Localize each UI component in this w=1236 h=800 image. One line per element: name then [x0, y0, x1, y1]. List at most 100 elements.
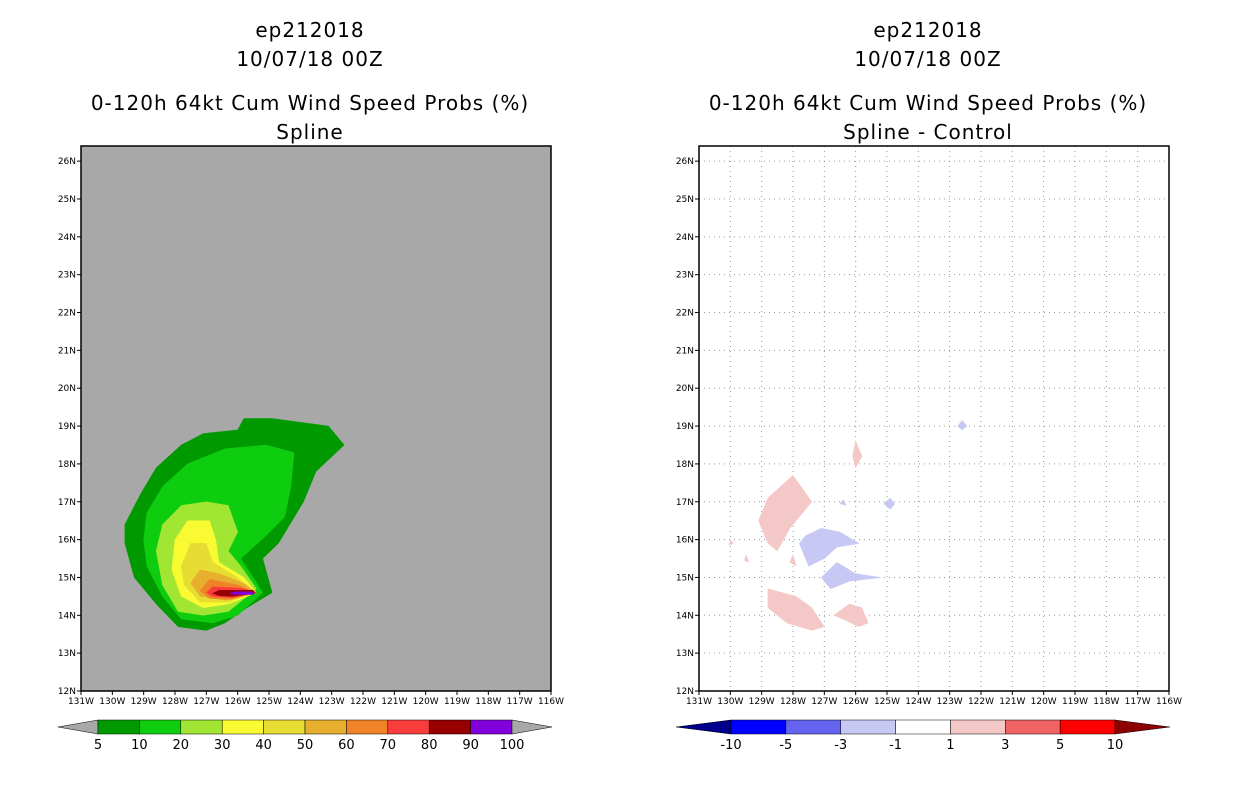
plot-frame [698, 145, 1170, 692]
y-tick-label: 20N [676, 384, 694, 394]
left-date: 10/07/18 00Z [236, 47, 384, 71]
y-tick-label: 13N [676, 649, 694, 659]
colorbar-label: 1 [946, 738, 954, 753]
x-tick-label: 119W [444, 697, 470, 707]
colorbar-segment [139, 719, 182, 735]
x-tick-label: 121W [999, 697, 1025, 707]
colorbar-label: 10 [1107, 738, 1124, 753]
colorbar-label: 20 [173, 738, 190, 753]
right-storm-id: ep212018 [873, 18, 983, 42]
y-tick-label: 12N [58, 687, 76, 697]
colorbar-label: 40 [255, 738, 272, 753]
x-tick-label: 117W [1125, 697, 1151, 707]
colorbar-segment [840, 719, 896, 735]
x-tick-label: 120W [1031, 697, 1057, 707]
x-tick-label: 122W [350, 697, 376, 707]
colorbar-label: 70 [380, 738, 397, 753]
y-tick-label: 15N [676, 573, 694, 583]
y-tick-label: 25N [676, 195, 694, 205]
contour-region-1-to-3 [789, 554, 797, 567]
contour-region-1-to-3 [744, 554, 750, 563]
y-tick-label: 16N [676, 536, 694, 546]
y-tick-label: 21N [58, 346, 76, 356]
colorbar-label: 80 [421, 738, 438, 753]
colorbar-segment [428, 719, 471, 735]
y-tick-label: 16N [58, 536, 76, 546]
x-tick-label: 128W [162, 697, 188, 707]
y-tick-label: 25N [58, 195, 76, 205]
colorbar-segment [180, 719, 223, 735]
colorbar-segment [895, 719, 951, 735]
y-tick-label: 20N [58, 384, 76, 394]
contour-region--3-to--1 [957, 420, 968, 431]
y-tick-label: 23N [58, 271, 76, 281]
contour-region--3-to--1 [839, 499, 847, 506]
x-tick-label: 128W [780, 697, 806, 707]
colorbar-high-arrow [1114, 719, 1171, 735]
contour-region-1-to-3 [728, 539, 734, 546]
contour-region--3-to--1 [883, 497, 896, 510]
colorbar-segment [785, 719, 841, 735]
y-tick-label: 17N [676, 498, 694, 508]
x-tick-label: 122W [968, 697, 994, 707]
x-tick-label: 125W [874, 697, 900, 707]
colorbar-segment [730, 719, 787, 735]
colorbar-segment [346, 719, 389, 735]
contour-region-1-to-3 [767, 588, 825, 631]
y-tick-label: 22N [676, 309, 694, 319]
colorbar-label: 10 [131, 738, 148, 753]
y-tick-label: 24N [58, 233, 76, 243]
y-tick-label: 24N [676, 233, 694, 243]
x-tick-label: 127W [811, 697, 837, 707]
left-storm-id: ep212018 [255, 18, 365, 42]
x-tick-label: 124W [905, 697, 931, 707]
contour-region--3-to--1 [820, 561, 881, 590]
colorbar-label: -10 [720, 738, 741, 753]
y-tick-label: 18N [676, 460, 694, 470]
plot-frame [80, 145, 552, 692]
colorbar-label: 50 [297, 738, 314, 753]
colorbar-label: 3 [1001, 738, 1009, 753]
y-tick-label: 26N [676, 157, 694, 167]
contour-region-1-to-3 [852, 440, 863, 469]
left-chart-title: 0-120h 64kt Cum Wind Speed Probs (%) [90, 91, 530, 115]
colorbar-label: 5 [94, 738, 102, 753]
colorbar-segment [304, 719, 347, 735]
colorbar-segment [387, 719, 430, 735]
x-tick-label: 130W [99, 697, 125, 707]
colorbar-label: 60 [338, 738, 355, 753]
x-tick-label: 120W [413, 697, 439, 707]
colorbar-label: 5 [1056, 738, 1064, 753]
y-tick-label: 14N [58, 611, 76, 621]
x-tick-label: 119W [1062, 697, 1088, 707]
x-tick-label: 118W [475, 697, 501, 707]
left-map-panel: 131W 130W 129W 128W 127W 126W 125W 124W 123W 122W… [57, 145, 564, 753]
x-tick-label: 121W [381, 697, 407, 707]
x-tick-label: 116W [538, 697, 564, 707]
colorbar-segment [263, 719, 306, 735]
y-tick-label: 14N [676, 611, 694, 621]
colorbar-label: 30 [214, 738, 231, 753]
x-tick-label: 125W [256, 697, 282, 707]
contour-region-1-to-3 [758, 474, 813, 552]
colorbar-label: 90 [462, 738, 479, 753]
x-tick-label: 126W [225, 697, 251, 707]
x-tick-label: 127W [193, 697, 219, 707]
colorbar-label: -1 [889, 738, 902, 753]
contour-region-90 [228, 591, 254, 595]
x-tick-label: 131W [686, 697, 712, 707]
plot-background [81, 146, 551, 691]
x-tick-label: 130W [717, 697, 743, 707]
right-chart-subtitle: Spline - Control [843, 120, 1013, 144]
y-tick-label: 17N [58, 498, 76, 508]
contour-region--3-to--1 [799, 528, 860, 567]
colorbar-low-arrow [675, 719, 732, 735]
x-tick-label: 129W [749, 697, 775, 707]
y-tick-label: 21N [676, 346, 694, 356]
x-tick-label: 126W [843, 697, 869, 707]
x-tick-label: 123W [319, 697, 345, 707]
x-tick-label: 116W [1156, 697, 1182, 707]
y-tick-label: 22N [58, 309, 76, 319]
colorbar-low-arrow [57, 719, 99, 735]
contour-region-1-to-3 [833, 603, 869, 627]
